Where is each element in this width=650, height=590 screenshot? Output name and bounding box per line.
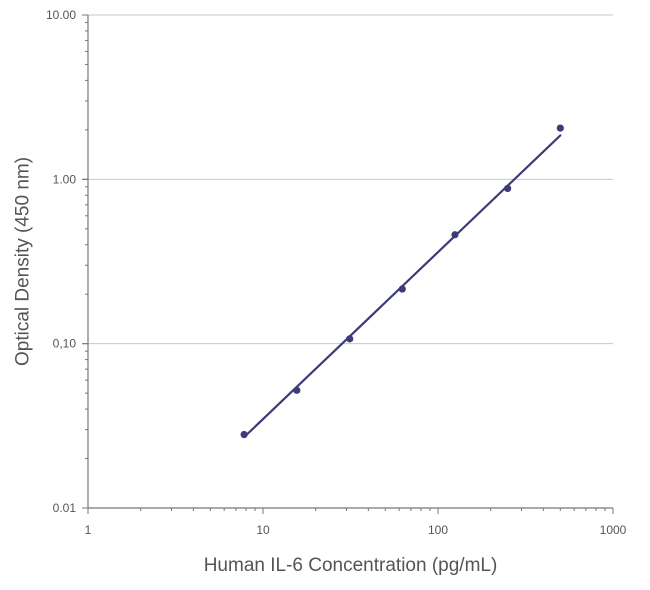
data-point xyxy=(504,184,512,193)
y-tick-label-10.00: 10.00 xyxy=(46,8,76,22)
data-point xyxy=(556,124,564,132)
x-axis-title: Human IL-6 Concentration (pg/mL) xyxy=(204,555,498,576)
y-axis-title: Optical Density (450 nm) xyxy=(13,157,34,366)
y-tick-label-0.01: 0.01 xyxy=(53,501,77,515)
data-point xyxy=(293,386,301,394)
data-point xyxy=(346,335,354,343)
axes-layer xyxy=(82,14,614,514)
x-tick-label-1000: 1000 xyxy=(600,523,627,537)
x-tick-label-10: 10 xyxy=(256,523,270,537)
series-layer xyxy=(240,124,564,439)
data-point xyxy=(451,231,459,239)
y-tick-label-1.00: 1.00 xyxy=(53,172,77,186)
x-tick-label-1: 1 xyxy=(85,523,92,537)
x-tick-label-100: 100 xyxy=(428,523,448,537)
data-point xyxy=(398,285,406,293)
grid-layer xyxy=(88,14,613,345)
data-point xyxy=(240,430,248,439)
y-tick-label-0.10: 0,10 xyxy=(53,337,77,351)
tick-labels: 0.01 0,10 1.00 10.00 1 10 100 1000 xyxy=(46,8,627,537)
